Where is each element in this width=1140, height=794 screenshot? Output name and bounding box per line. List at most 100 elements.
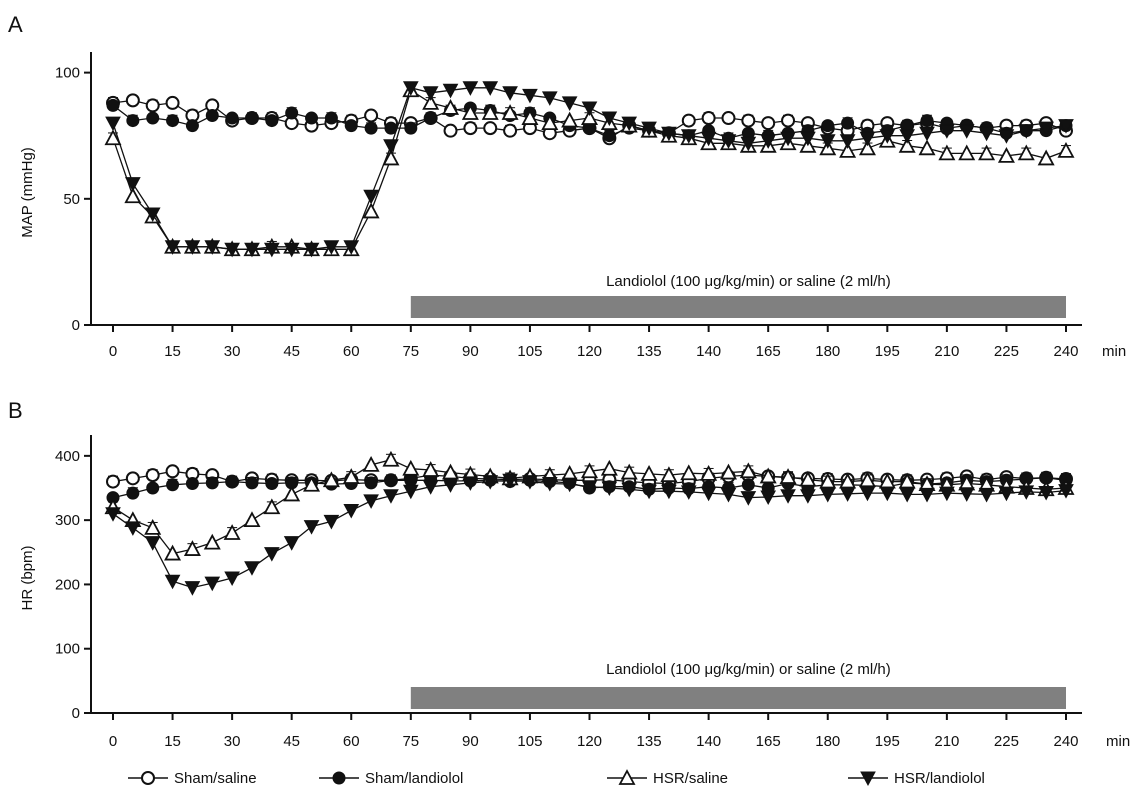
data-point	[919, 487, 935, 503]
x-tick-label: 120	[577, 733, 602, 750]
legend-label: HSR/saline	[653, 770, 728, 787]
x-tick-label: 30	[224, 343, 241, 360]
legend-marker	[332, 771, 346, 785]
data-point	[323, 240, 340, 255]
data-point	[740, 491, 757, 506]
data-point	[303, 242, 320, 258]
data-point	[263, 547, 280, 562]
data-point	[581, 480, 598, 495]
data-point	[322, 471, 340, 488]
data-point	[720, 487, 737, 503]
data-point	[265, 114, 279, 128]
x-tick-label: 180	[815, 733, 840, 750]
data-point	[660, 466, 678, 483]
data-point	[424, 111, 438, 125]
data-point	[144, 518, 162, 535]
data-point	[759, 467, 777, 484]
data-point	[106, 474, 120, 489]
data-point	[760, 134, 777, 149]
x-tick-label: 75	[402, 733, 419, 750]
data-point	[819, 134, 836, 149]
data-point	[244, 242, 260, 258]
data-point	[144, 207, 161, 223]
x-tick-label: 45	[283, 733, 300, 750]
data-point	[184, 581, 201, 596]
x-tick-label: 240	[1053, 733, 1078, 750]
panel-B: B HR (bpm) 0 100 200 300 400 0 15 30 45 60 75 90 105 12…	[8, 398, 1130, 750]
data-point	[700, 464, 718, 481]
data-point	[104, 129, 122, 146]
data-point	[364, 121, 378, 135]
y-axis-label: MAP (mmHg)	[19, 147, 36, 238]
legend-label: Sham/landiolol	[365, 770, 463, 787]
data-point	[125, 177, 141, 192]
data-point	[641, 484, 657, 500]
data-point	[146, 481, 160, 495]
data-point	[442, 478, 459, 493]
data-point	[224, 242, 240, 258]
legend-item: HSR/landiolol	[848, 770, 985, 787]
data-point	[898, 472, 916, 489]
panel-A: A MAP (mmHg) 0 50 100 0 15 30 45 60 75 90 105 120 135 1…	[8, 12, 1126, 360]
y-tick-label: 0	[72, 317, 80, 334]
data-point	[781, 113, 796, 128]
data-point	[978, 487, 995, 503]
data-point	[364, 108, 379, 123]
data-point	[126, 486, 140, 500]
data-point	[958, 144, 976, 161]
x-tick-label: 140	[696, 733, 721, 750]
y-tick-label: 100	[55, 65, 80, 82]
data-point	[1037, 149, 1055, 166]
data-point	[125, 521, 141, 536]
data-point	[601, 481, 618, 497]
data-point	[482, 81, 499, 96]
data-point	[383, 489, 399, 504]
data-point	[402, 484, 419, 500]
data-point	[303, 475, 321, 492]
data-point	[503, 123, 518, 138]
data-point	[363, 189, 379, 205]
data-point	[939, 486, 955, 502]
data-point	[223, 524, 241, 540]
data-point	[382, 450, 400, 467]
data-point	[442, 83, 459, 99]
data-point	[761, 116, 776, 131]
data-point	[263, 498, 281, 515]
data-point	[324, 111, 338, 125]
legend-item: HSR/saline	[607, 769, 728, 787]
data-point	[580, 109, 599, 125]
legend: Sham/saline Sham/landiolol HSR/saline HSR/l…	[128, 769, 985, 787]
x-tick-label: 120	[577, 343, 602, 360]
x-tick-label: 60	[343, 343, 360, 360]
data-point	[700, 486, 717, 502]
data-point	[402, 81, 419, 96]
data-point	[244, 561, 260, 576]
data-point	[859, 486, 876, 502]
data-point	[800, 131, 816, 147]
data-point	[858, 139, 876, 156]
data-point	[719, 463, 737, 480]
data-point	[581, 101, 598, 117]
data-point	[185, 119, 199, 133]
data-point	[740, 136, 757, 152]
y-tick-label: 0	[72, 705, 80, 722]
data-point	[1018, 485, 1035, 500]
data-point	[701, 111, 716, 126]
data-point	[204, 576, 221, 592]
data-point	[205, 109, 219, 123]
data-point	[819, 472, 837, 489]
x-tick-label: 15	[164, 733, 181, 750]
data-point	[124, 187, 142, 204]
x-tick-label: 135	[637, 343, 662, 360]
data-point	[203, 533, 221, 550]
data-point	[1058, 484, 1074, 499]
data-point	[164, 240, 181, 255]
data-point	[483, 121, 498, 136]
legend-label: Sham/saline	[174, 770, 257, 787]
data-point	[462, 81, 479, 96]
data-point	[482, 475, 499, 490]
data-point	[461, 104, 479, 120]
x-tick-label: 105	[517, 343, 542, 360]
x-tick-label: 140	[696, 343, 721, 360]
